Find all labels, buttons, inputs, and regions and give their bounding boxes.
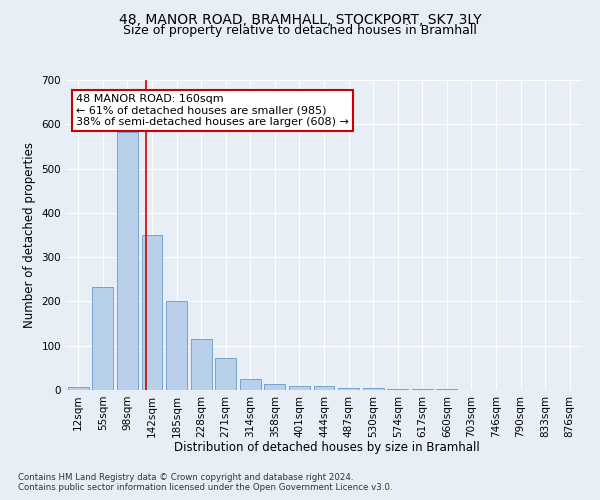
- Y-axis label: Number of detached properties: Number of detached properties: [23, 142, 36, 328]
- Bar: [436, 389, 457, 390]
- Bar: [338, 388, 359, 390]
- Bar: [92, 288, 113, 390]
- Text: Distribution of detached houses by size in Bramhall: Distribution of detached houses by size …: [174, 441, 480, 454]
- Bar: [68, 387, 89, 390]
- Bar: [240, 379, 261, 390]
- Bar: [215, 358, 236, 390]
- Bar: [117, 132, 138, 390]
- Text: 48 MANOR ROAD: 160sqm
← 61% of detached houses are smaller (985)
38% of semi-det: 48 MANOR ROAD: 160sqm ← 61% of detached …: [76, 94, 349, 127]
- Text: 48, MANOR ROAD, BRAMHALL, STOCKPORT, SK7 3LY: 48, MANOR ROAD, BRAMHALL, STOCKPORT, SK7…: [119, 12, 481, 26]
- Bar: [412, 389, 433, 390]
- Bar: [142, 235, 163, 390]
- Text: Size of property relative to detached houses in Bramhall: Size of property relative to detached ho…: [123, 24, 477, 37]
- Bar: [362, 388, 383, 390]
- Bar: [314, 386, 334, 390]
- Text: Contains HM Land Registry data © Crown copyright and database right 2024.
Contai: Contains HM Land Registry data © Crown c…: [18, 472, 392, 492]
- Bar: [387, 388, 408, 390]
- Bar: [166, 300, 187, 390]
- Bar: [191, 339, 212, 390]
- Bar: [289, 386, 310, 390]
- Bar: [265, 384, 286, 390]
